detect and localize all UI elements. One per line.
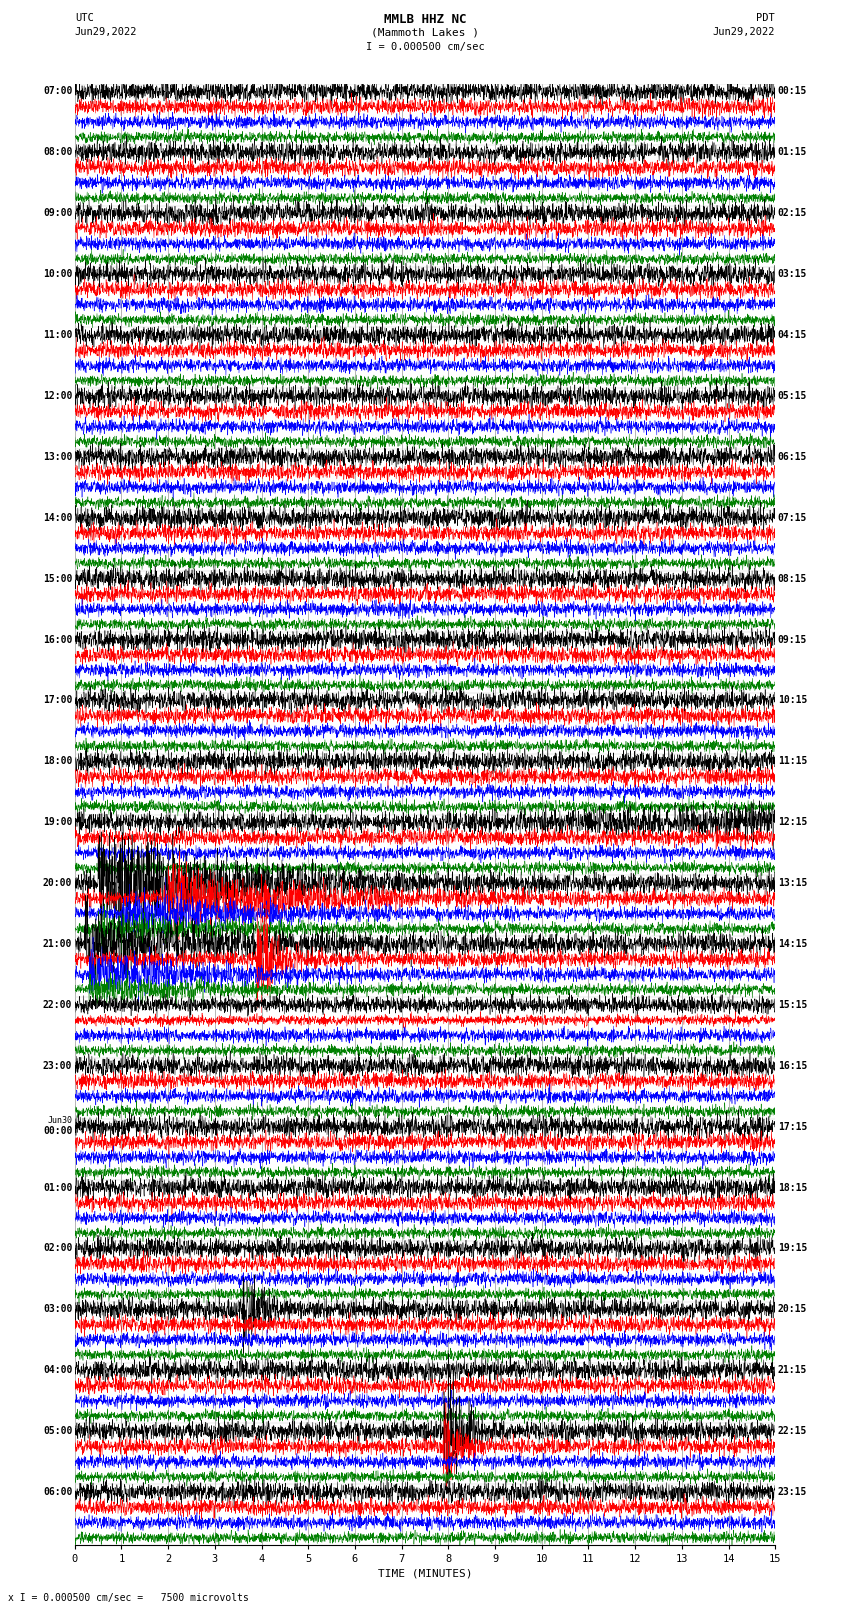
Text: (Mammoth Lakes ): (Mammoth Lakes )	[371, 27, 479, 37]
Text: 11:00: 11:00	[42, 331, 72, 340]
Text: 12:15: 12:15	[778, 818, 807, 827]
Text: 17:15: 17:15	[778, 1121, 807, 1132]
Text: 19:15: 19:15	[778, 1244, 807, 1253]
Text: 07:00: 07:00	[42, 87, 72, 97]
Text: Jun29,2022: Jun29,2022	[712, 27, 775, 37]
Text: 22:15: 22:15	[778, 1426, 807, 1436]
Text: 06:00: 06:00	[42, 1487, 72, 1497]
Text: 02:15: 02:15	[778, 208, 807, 218]
Text: MMLB HHZ NC: MMLB HHZ NC	[383, 13, 467, 26]
Text: 15:00: 15:00	[42, 574, 72, 584]
Text: 16:15: 16:15	[778, 1061, 807, 1071]
Text: 15:15: 15:15	[778, 1000, 807, 1010]
Text: 04:00: 04:00	[42, 1365, 72, 1376]
Text: 20:00: 20:00	[42, 877, 72, 889]
Text: Jun29,2022: Jun29,2022	[75, 27, 138, 37]
Text: 21:15: 21:15	[778, 1365, 807, 1376]
Text: 17:00: 17:00	[42, 695, 72, 705]
Text: 18:15: 18:15	[778, 1182, 807, 1192]
Text: 20:15: 20:15	[778, 1305, 807, 1315]
Text: Jun30: Jun30	[48, 1116, 72, 1124]
Text: PDT: PDT	[756, 13, 775, 23]
Text: 10:00: 10:00	[42, 269, 72, 279]
Text: 09:00: 09:00	[42, 208, 72, 218]
Text: 23:00: 23:00	[42, 1061, 72, 1071]
Text: 14:00: 14:00	[42, 513, 72, 523]
Text: 02:00: 02:00	[42, 1244, 72, 1253]
X-axis label: TIME (MINUTES): TIME (MINUTES)	[377, 1568, 473, 1579]
Text: 23:15: 23:15	[778, 1487, 807, 1497]
Text: 21:00: 21:00	[42, 939, 72, 948]
Text: 13:00: 13:00	[42, 452, 72, 461]
Text: 03:00: 03:00	[42, 1305, 72, 1315]
Text: 00:00: 00:00	[42, 1126, 72, 1137]
Text: 06:15: 06:15	[778, 452, 807, 461]
Text: 05:00: 05:00	[42, 1426, 72, 1436]
Text: 10:15: 10:15	[778, 695, 807, 705]
Text: 09:15: 09:15	[778, 634, 807, 645]
Text: x I = 0.000500 cm/sec =   7500 microvolts: x I = 0.000500 cm/sec = 7500 microvolts	[8, 1594, 249, 1603]
Text: 01:00: 01:00	[42, 1182, 72, 1192]
Text: 01:15: 01:15	[778, 147, 807, 158]
Text: 08:15: 08:15	[778, 574, 807, 584]
Text: 22:00: 22:00	[42, 1000, 72, 1010]
Text: I = 0.000500 cm/sec: I = 0.000500 cm/sec	[366, 42, 484, 52]
Text: 18:00: 18:00	[42, 756, 72, 766]
Text: 03:15: 03:15	[778, 269, 807, 279]
Text: 13:15: 13:15	[778, 877, 807, 889]
Text: 05:15: 05:15	[778, 390, 807, 402]
Text: 12:00: 12:00	[42, 390, 72, 402]
Text: 00:15: 00:15	[778, 87, 807, 97]
Text: UTC: UTC	[75, 13, 94, 23]
Text: 19:00: 19:00	[42, 818, 72, 827]
Text: 14:15: 14:15	[778, 939, 807, 948]
Text: 11:15: 11:15	[778, 756, 807, 766]
Text: 04:15: 04:15	[778, 331, 807, 340]
Text: 07:15: 07:15	[778, 513, 807, 523]
Text: 08:00: 08:00	[42, 147, 72, 158]
Text: 16:00: 16:00	[42, 634, 72, 645]
